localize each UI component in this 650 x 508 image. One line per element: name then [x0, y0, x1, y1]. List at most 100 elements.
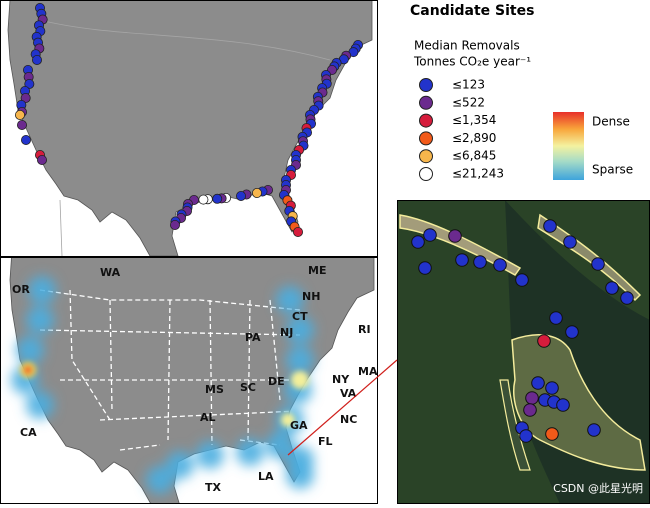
inset-point [423, 228, 437, 242]
legend-label: ≤123 [452, 78, 485, 92]
density-blob [146, 466, 174, 494]
inset-point [473, 255, 487, 269]
density-hotspot [291, 371, 309, 389]
density-low-label: Sparse [592, 163, 633, 177]
density-map [0, 257, 378, 504]
density-blob [196, 441, 224, 469]
density-blob [276, 286, 304, 314]
inset-point [563, 235, 577, 249]
density-blob [236, 438, 264, 466]
state-label: OR [12, 283, 30, 296]
inset-point [448, 229, 462, 243]
state-label: VA [340, 387, 357, 400]
state-label: FL [318, 435, 333, 448]
inset-point [537, 334, 551, 348]
site-point [16, 120, 27, 131]
state-label: ME [308, 264, 326, 277]
legend-marker [419, 78, 433, 92]
site-point [212, 193, 223, 204]
state-label: DE [268, 375, 285, 388]
legend-marker [419, 131, 433, 146]
legend-heading: Tonnes CO₂e year⁻¹ [413, 55, 531, 69]
legend-marker [419, 95, 433, 110]
state-label: WA [100, 266, 121, 279]
state-label: LA [258, 470, 274, 483]
site-point [198, 194, 209, 205]
inset-point [411, 235, 425, 249]
legend-marker [419, 149, 433, 164]
site-point [32, 55, 43, 66]
density-blob [286, 446, 314, 474]
inset-point [455, 253, 469, 267]
site-point [37, 154, 48, 165]
density-blob [166, 451, 194, 479]
inset-point [418, 261, 432, 275]
points-map [0, 0, 378, 256]
state-label: NH [302, 290, 320, 303]
inset-points [411, 219, 634, 443]
density-blob [286, 316, 314, 344]
panel-frame [0, 0, 378, 257]
density-blob [26, 391, 54, 419]
legend-heading: Median Removals [414, 39, 520, 53]
callout-line [287, 359, 398, 456]
state-label: GA [290, 419, 308, 432]
state-label: CT [292, 310, 308, 323]
density-blob [26, 306, 54, 334]
state-label: TX [205, 481, 222, 494]
legend: ≤123 ≤522 ≤1,354 ≤2,890 ≤6,845 ≤21,243 [419, 78, 504, 181]
state-labels: WA OR CA ME NH CT NJ RI PA MA NY DE VA MS SC AL NC GA FL LA… [12, 264, 378, 494]
density-hotspot [281, 413, 295, 427]
state-label: MA [358, 365, 378, 378]
site-point [292, 226, 303, 237]
inset-point [549, 311, 563, 325]
watermark: CSDN @此星光明 [553, 481, 643, 495]
density-blob [266, 431, 294, 459]
title: Candidate Sites [410, 3, 534, 19]
site-points [14, 3, 363, 237]
density-high-label: Dense [592, 115, 630, 129]
density-blob [16, 336, 44, 364]
inset-point [545, 381, 559, 395]
inset-point [545, 427, 559, 441]
legend-marker [419, 167, 433, 181]
density-hotspot [24, 366, 32, 374]
inset-point [587, 423, 601, 437]
inset-point [543, 219, 557, 233]
legend-marker [419, 113, 433, 128]
satellite-inset [397, 200, 650, 504]
state-label: PA [245, 331, 261, 344]
density-blob [28, 276, 56, 304]
state-label: NJ [280, 326, 293, 339]
legend-label: ≤1,354 [452, 113, 496, 127]
inset-point [531, 376, 545, 390]
legend-label: ≤21,243 [452, 167, 504, 181]
density-blob [286, 346, 314, 374]
inset-point [605, 281, 619, 295]
site-point [251, 187, 262, 198]
inset-point [515, 273, 529, 287]
state-label: CA [20, 426, 37, 439]
site-point [169, 219, 180, 230]
state-label: NC [340, 413, 357, 426]
inset-point [493, 258, 507, 272]
inset-point [519, 429, 533, 443]
legend-label: ≤522 [452, 95, 485, 109]
inset-point [525, 391, 539, 405]
site-point [14, 110, 25, 121]
state-label: RI [358, 323, 371, 336]
inset-point [620, 291, 634, 305]
state-label: NY [332, 373, 350, 386]
state-label: MS [205, 383, 224, 396]
legend-label: ≤2,890 [452, 131, 496, 145]
inset-point [556, 398, 570, 412]
density-scale [553, 112, 584, 180]
inset-point [565, 325, 579, 339]
legend-label: ≤6,845 [452, 149, 496, 163]
inset-point [523, 403, 537, 417]
state-label: AL [200, 411, 216, 424]
state-label: SC [240, 381, 256, 394]
inset-point [591, 257, 605, 271]
site-point [235, 190, 246, 201]
